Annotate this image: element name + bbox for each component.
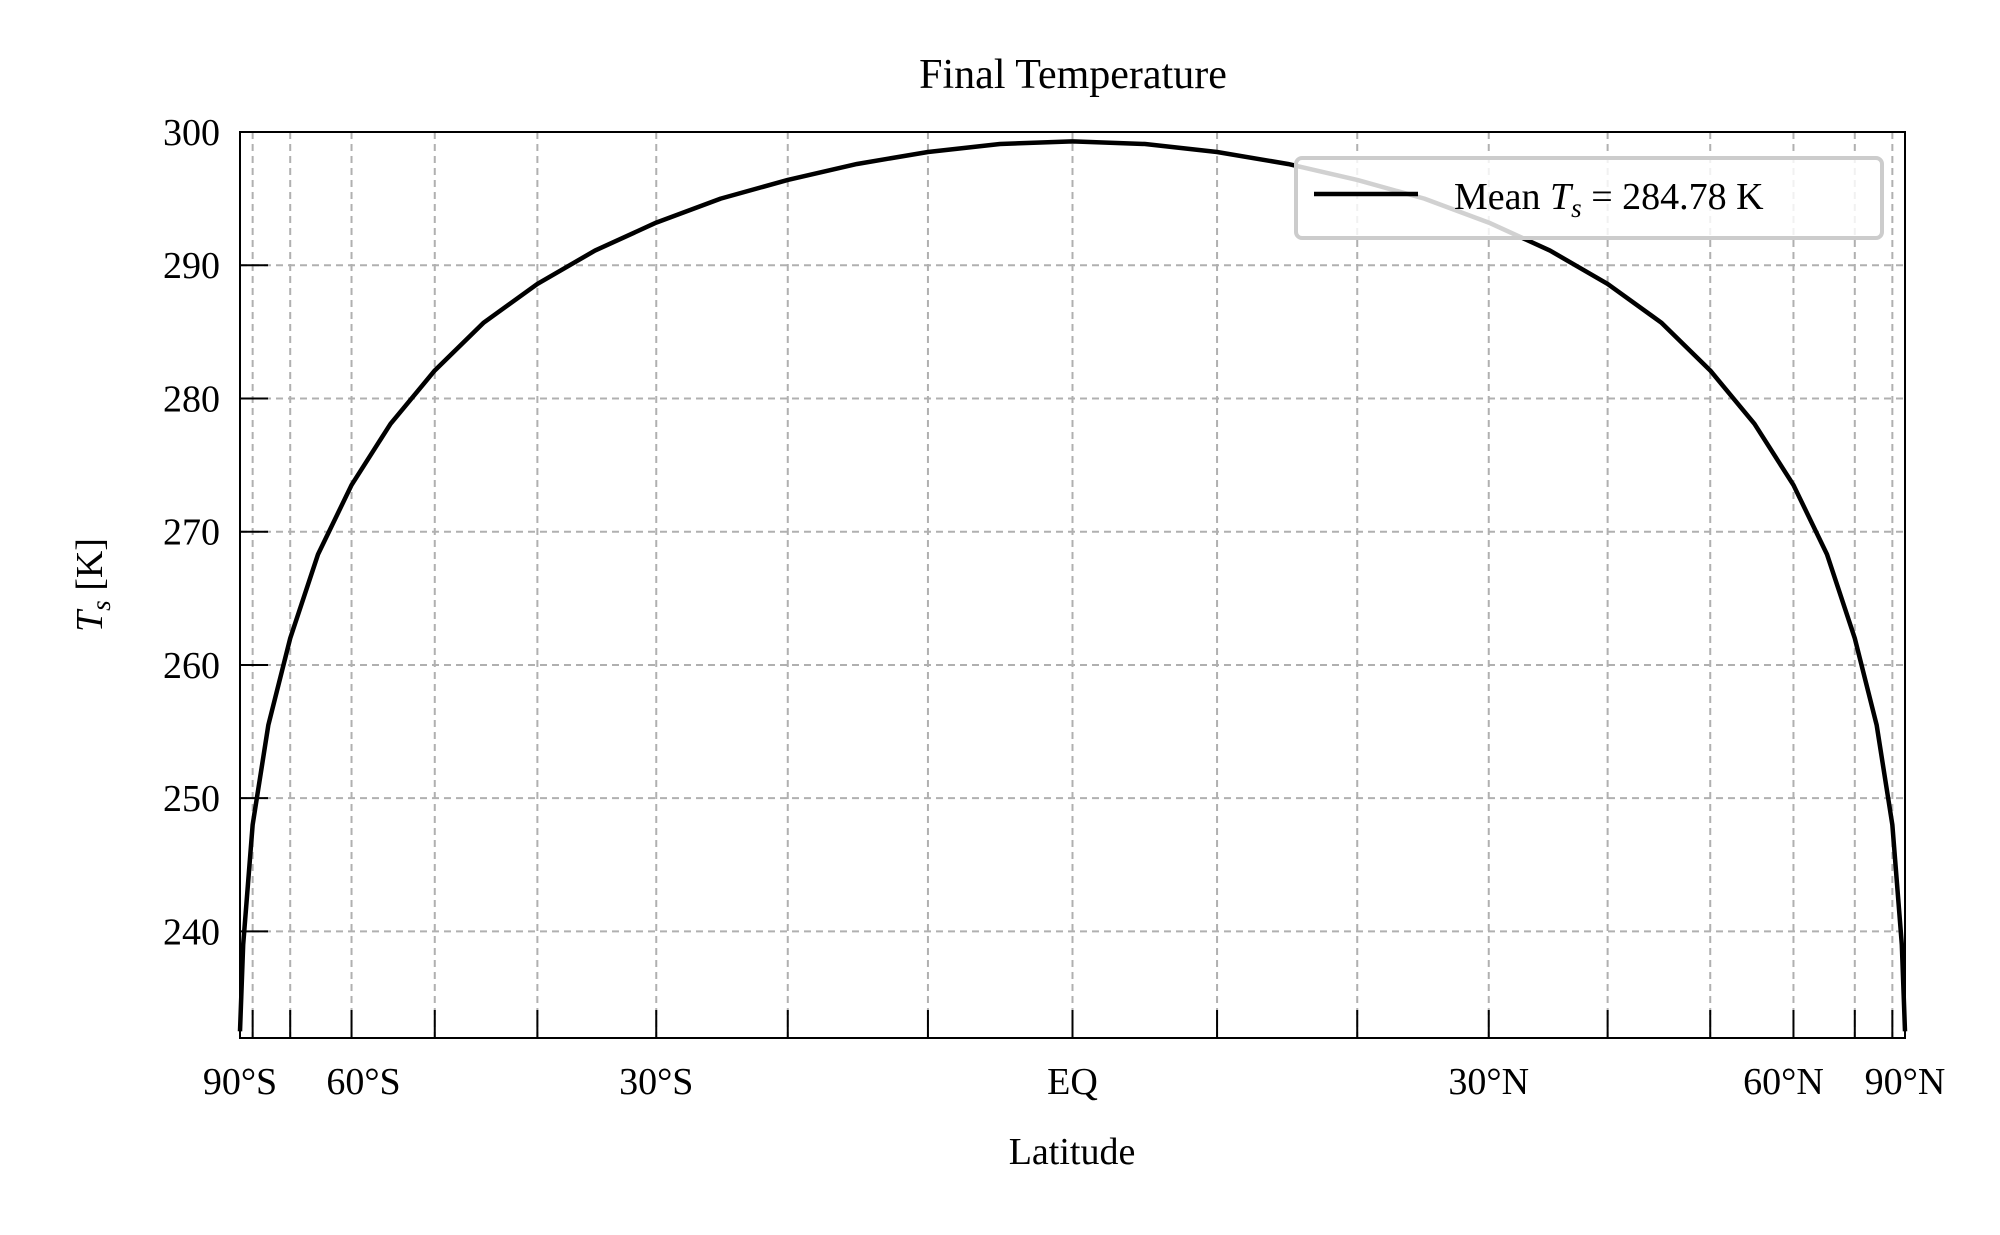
x-axis-label: Latitude: [1009, 1131, 1136, 1173]
legend: Mean Ts = 284.78 K: [1294, 156, 1884, 240]
x-tick-label: 30°S: [619, 1061, 693, 1103]
x-tick-label: 90°N: [1865, 1061, 1946, 1103]
y-tick-label: 270: [163, 512, 220, 554]
y-tick-label: 250: [163, 778, 220, 820]
x-tick-label: EQ: [1047, 1061, 1098, 1103]
x-tick-label: 60°S: [326, 1061, 400, 1103]
y-tick-label: 290: [163, 245, 220, 287]
y-axis-label: Ts [K]: [69, 538, 116, 632]
x-tick-label: 30°N: [1448, 1061, 1529, 1103]
y-tick-label: 300: [163, 112, 220, 154]
x-tick-label: 90°S: [203, 1061, 277, 1103]
y-tick-label: 280: [163, 378, 220, 420]
chart-title: Final Temperature: [919, 52, 1227, 98]
legend-box: [1294, 156, 1884, 240]
temperature-line: [237, 139, 1908, 1032]
y-tick-label: 260: [163, 645, 220, 687]
y-tick-label: 240: [163, 911, 220, 953]
legend-label: Mean Ts = 284.78 K: [1454, 176, 1764, 223]
grid: [239, 131, 1906, 1038]
x-tick-label: 60°N: [1743, 1061, 1824, 1103]
ticks: 90°S 60°S 30°S EQ 30°N 60°N 90°N 240 250 260 270 28…: [163, 112, 1945, 1103]
